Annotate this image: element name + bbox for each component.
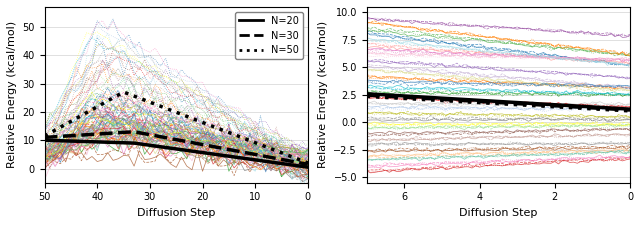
Y-axis label: Relative Energy (kcal/mol): Relative Energy (kcal/mol) <box>7 21 17 169</box>
X-axis label: Diffusion Step: Diffusion Step <box>137 208 216 218</box>
Legend: N=20, N=30, N=50: N=20, N=30, N=50 <box>236 12 303 59</box>
Y-axis label: Relative Energy (kcal/mol): Relative Energy (kcal/mol) <box>318 21 328 169</box>
X-axis label: Diffusion Step: Diffusion Step <box>459 208 538 218</box>
